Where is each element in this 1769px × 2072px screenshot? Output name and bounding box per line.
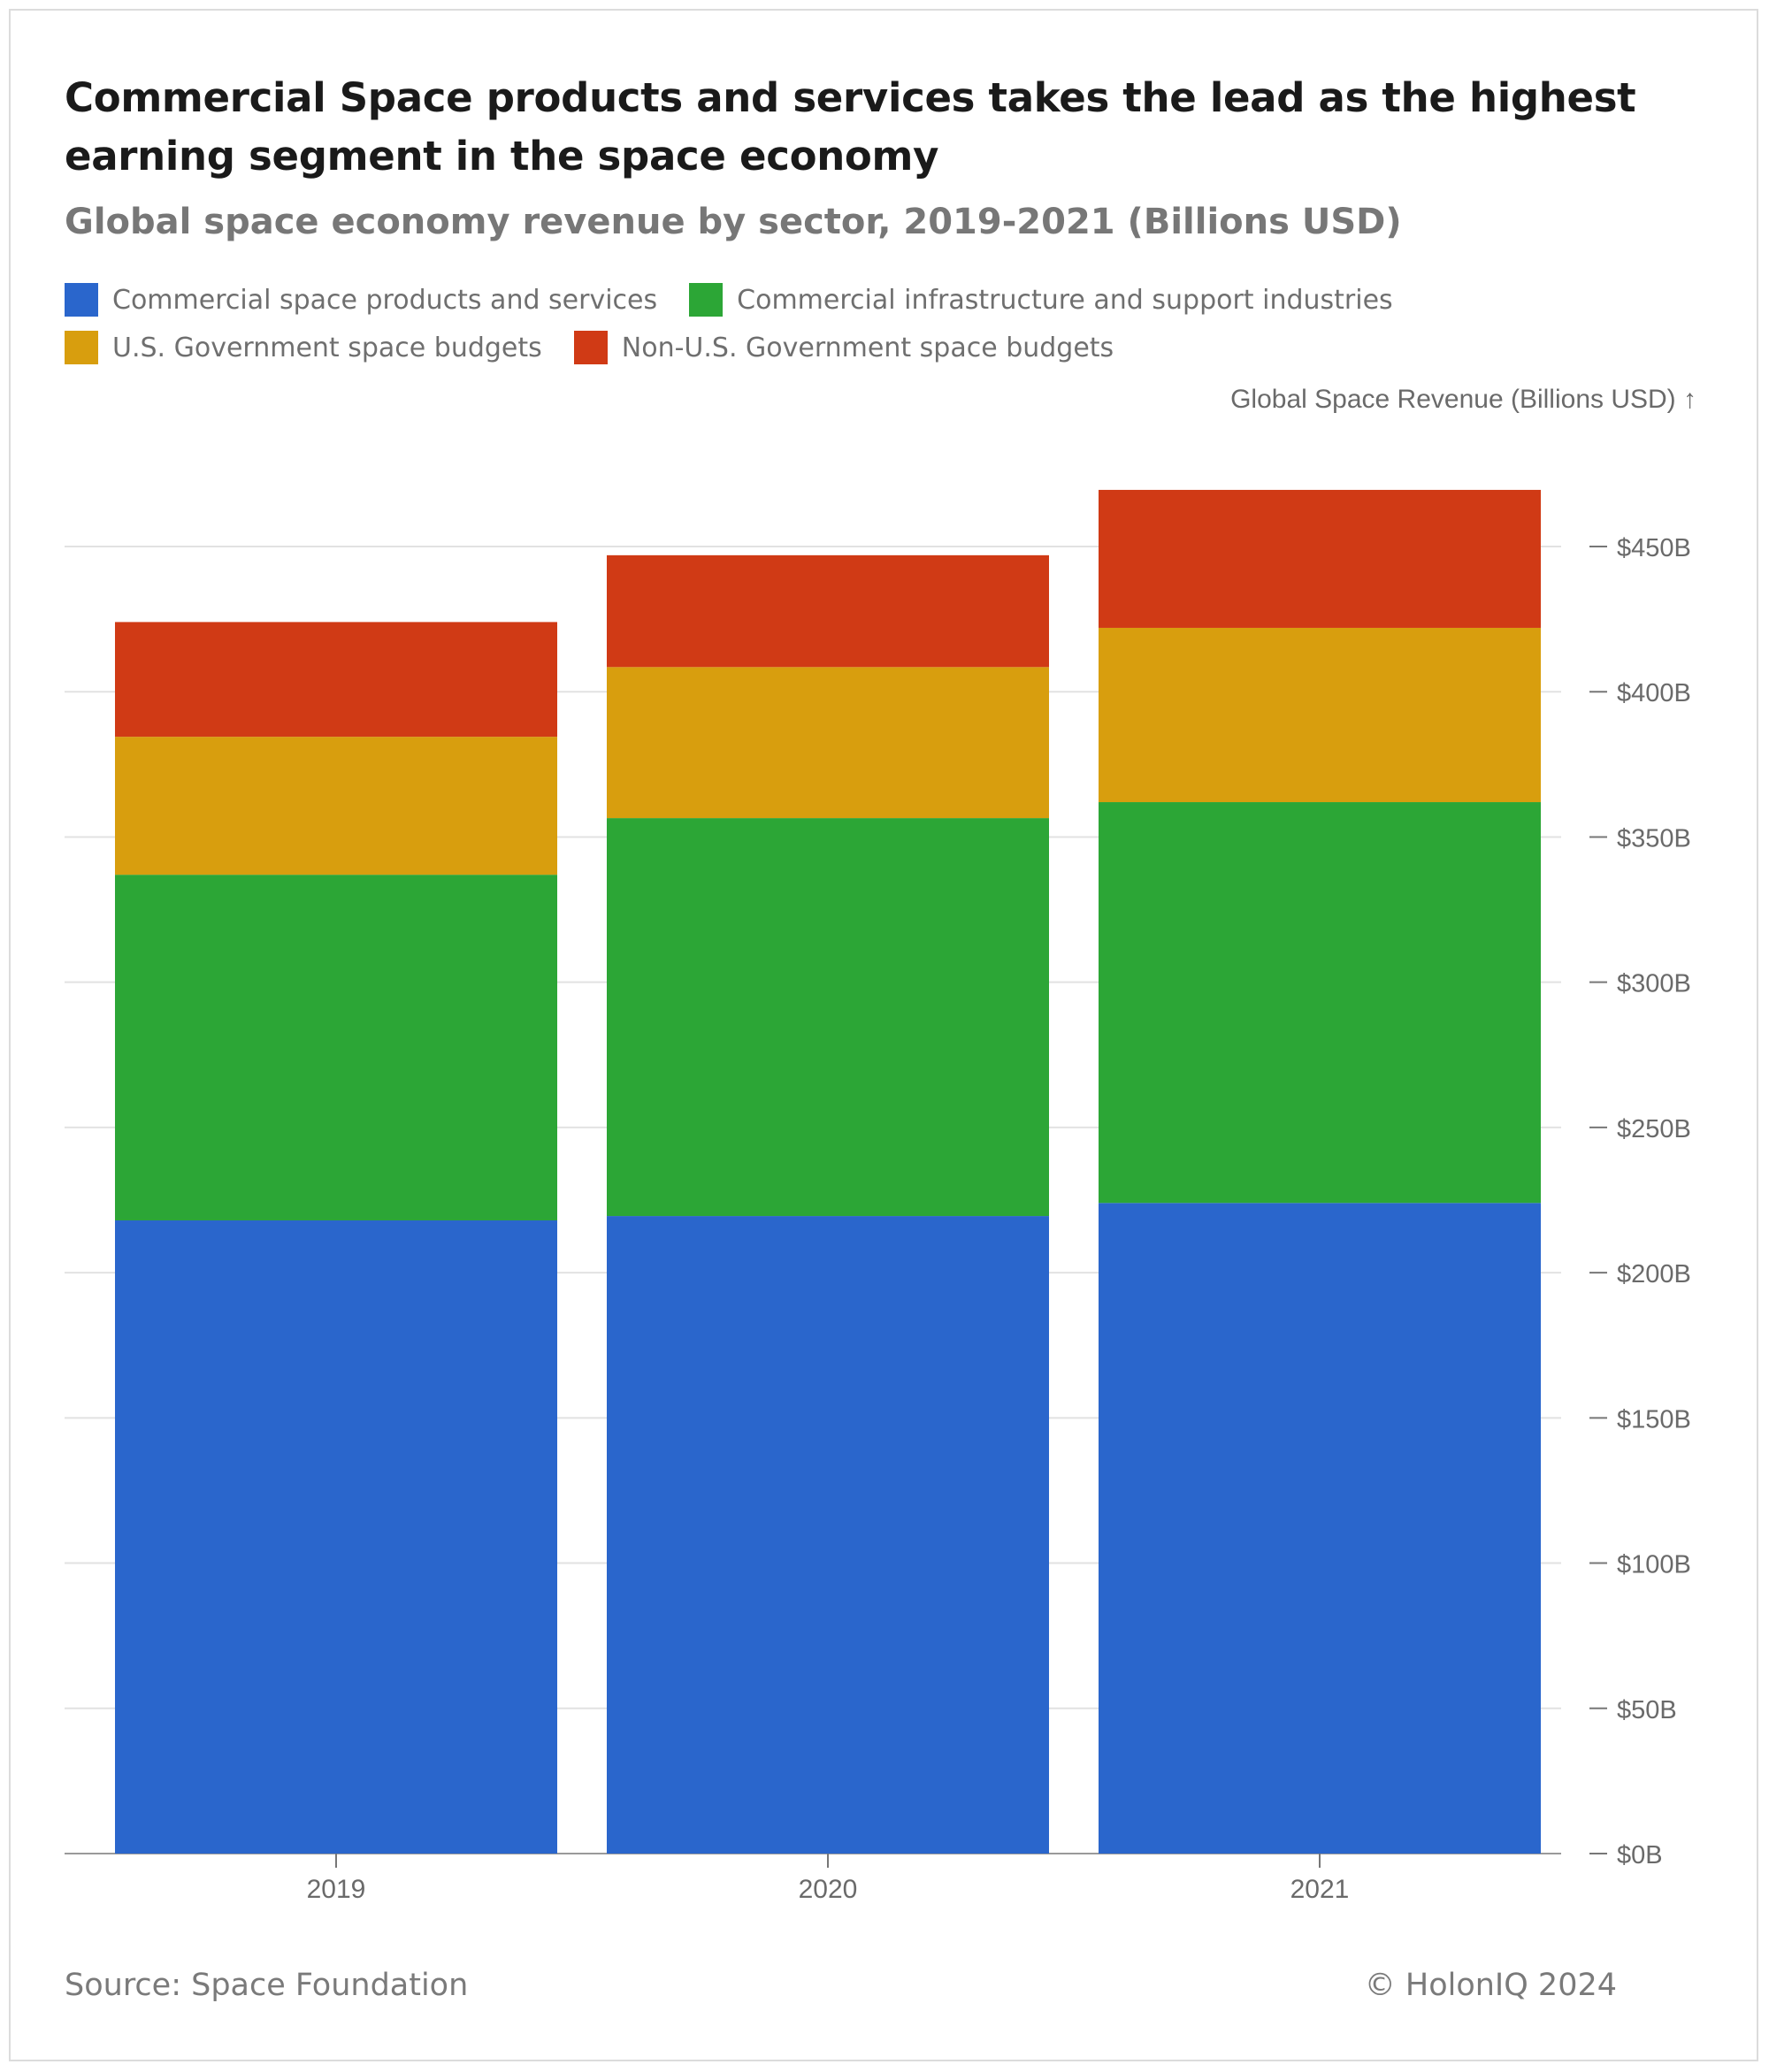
legend-swatch	[573, 331, 608, 364]
y-tick-label: $200B	[1617, 1260, 1691, 1288]
y-tick-label: $250B	[1617, 1115, 1691, 1143]
bar-segment-2021-series-4[interactable]	[1099, 489, 1541, 628]
bar-segment-2020-series-2[interactable]	[607, 818, 1049, 1217]
y-tick-label: $150B	[1617, 1405, 1691, 1434]
legend-swatch	[65, 283, 98, 317]
legend-row-2: U.S. Government space budgets Non-U.S. G…	[65, 324, 1657, 371]
copyright-note: © HolonIQ 2024	[1364, 1968, 1617, 2003]
bar-segment-2021-series-2[interactable]	[1099, 802, 1541, 1204]
y-tick-label: $450B	[1617, 534, 1691, 562]
bar-segment-2020-series-3[interactable]	[607, 667, 1049, 819]
y-tick-label: $350B	[1617, 824, 1691, 853]
legend-label: Commercial infrastructure and support in…	[737, 284, 1393, 316]
legend: Commercial space products and services C…	[65, 276, 1657, 371]
y-tick-label: $400B	[1617, 679, 1691, 707]
bar-segment-2020-series-1[interactable]	[607, 1216, 1049, 1854]
axis-layer: $0B $50B $100B $150B $200B $250B $300B $350B $40…	[307, 385, 1696, 1904]
bar-layer	[115, 489, 1541, 1854]
legend-label: Commercial space products and services	[112, 284, 658, 316]
legend-label: Non-U.S. Government space budgets	[621, 332, 1114, 363]
y-tick-label: $100B	[1617, 1551, 1691, 1579]
chart-subtitle: Global space economy revenue by sector, …	[65, 202, 1402, 242]
legend-item-commercial-infrastructure[interactable]: Commercial infrastructure and support in…	[689, 283, 1393, 317]
bar-segment-2020-series-4[interactable]	[607, 554, 1049, 668]
legend-item-non-us-government[interactable]: Non-U.S. Government space budgets	[573, 331, 1114, 364]
source-note: Source: Space Foundation	[65, 1968, 469, 2003]
legend-row-1: Commercial space products and services C…	[65, 276, 1657, 324]
bar-segment-2019-series-1[interactable]	[115, 1219, 557, 1854]
legend-swatch	[689, 283, 724, 317]
y-tick-label: $300B	[1617, 970, 1691, 998]
legend-label: U.S. Government space budgets	[112, 332, 542, 363]
bar-segment-2019-series-3[interactable]	[115, 737, 557, 875]
bar-segment-2021-series-1[interactable]	[1099, 1203, 1541, 1854]
x-tick-label: 2020	[799, 1875, 858, 1904]
y-axis-title: Global Space Revenue (Billions USD) ↑	[1230, 385, 1696, 414]
chart-title: Commercial Space products and services t…	[65, 74, 1636, 180]
legend-item-commercial-products[interactable]: Commercial space products and services	[65, 283, 657, 317]
y-tick-label: $50B	[1617, 1696, 1677, 1724]
y-tick-label: $0B	[1617, 1841, 1663, 1869]
bar-segment-2019-series-4[interactable]	[115, 622, 557, 738]
bar-segment-2021-series-3[interactable]	[1099, 627, 1541, 803]
legend-swatch	[65, 331, 98, 364]
x-tick-label: 2021	[1290, 1875, 1350, 1904]
x-tick-label: 2019	[307, 1875, 366, 1904]
stacked-bar-chart: $0B $50B $100B $150B $200B $250B $300B $350B $40…	[65, 385, 1696, 1904]
legend-item-us-government[interactable]: U.S. Government space budgets	[65, 331, 542, 364]
bar-segment-2019-series-2[interactable]	[115, 875, 557, 1220]
